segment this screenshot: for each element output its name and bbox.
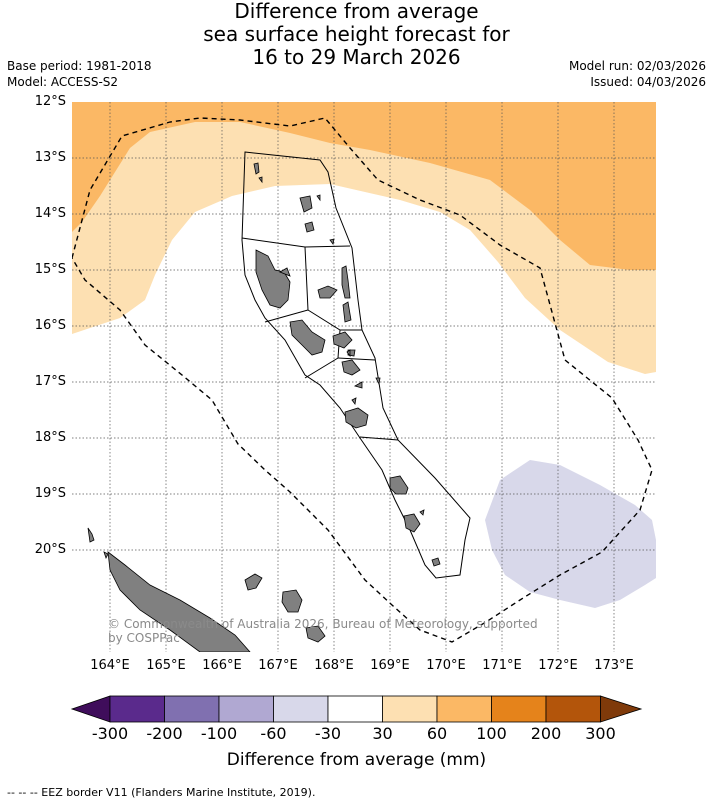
eez-footnote: -- -- -- EEZ border V11 (Flanders Marine…: [7, 786, 316, 799]
lat-label: 20°S: [34, 542, 66, 557]
colorbar-segment: [327, 695, 383, 723]
title-line-2: sea surface height forecast for: [203, 22, 510, 46]
colorbar-tick-label: 300: [585, 724, 616, 743]
colorbar-segment: [109, 695, 165, 723]
lat-label: 18°S: [34, 430, 66, 445]
meta-left: Base period: 1981-2018 Model: ACCESS-S2: [7, 58, 152, 90]
colorbar-segment: [491, 695, 547, 723]
colorbar-tick-label: -100: [200, 724, 238, 743]
colorbar-tick-label: 100: [476, 724, 507, 743]
colorbar-tick-label: 30: [372, 724, 393, 743]
lat-label: 19°S: [34, 486, 66, 501]
province-boundaries: [241, 151, 471, 579]
lon-label: 165°E: [146, 658, 186, 673]
copyright-notice: © Commonwealth of Australia 2026, Bureau…: [108, 617, 538, 645]
lon-label: 170°E: [426, 658, 466, 673]
lon-label: 171°E: [482, 658, 522, 673]
lat-label: 15°S: [34, 262, 66, 277]
lon-label: 172°E: [538, 658, 578, 673]
malekula: [289, 319, 326, 356]
lat-label: 14°S: [34, 206, 66, 221]
colorbar-segment: [545, 695, 601, 723]
colorbar-segment: [164, 695, 220, 723]
colorbar-title: Difference from average (mm): [226, 750, 487, 770]
map-title: Difference from average sea surface heig…: [0, 0, 713, 69]
model-run: Model run: 02/03/2026: [568, 59, 706, 73]
base-period: Base period: 1981-2018: [7, 59, 152, 73]
colorbar-tick-label: -30: [314, 724, 342, 743]
land-masses: [87, 162, 441, 652]
lat-label: 17°S: [34, 374, 66, 389]
anomaly-neg-30-60-region: [485, 460, 656, 608]
efate: [344, 407, 369, 429]
lon-label: 166°E: [202, 658, 242, 673]
lat-label: 13°S: [34, 150, 66, 165]
new-caledonia: [107, 551, 251, 652]
lon-label: 164°E: [90, 658, 130, 673]
colorbar-tick-label: -300: [91, 724, 129, 743]
colorbar-high-extend: [600, 695, 643, 723]
model-name: Model: ACCESS-S2: [7, 75, 119, 89]
lon-label: 168°E: [314, 658, 354, 673]
colorbar-segment: [218, 695, 274, 723]
eez-border: [72, 117, 653, 643]
colorbar-tick-label: 200: [530, 724, 562, 743]
erromango: [389, 475, 409, 495]
meta-right: Model run: 02/03/2026 Issued: 04/03/2026: [569, 58, 706, 90]
colorbar-tick-label: -200: [146, 724, 183, 743]
colorbar-segment: [436, 695, 492, 723]
espiritu-santo: [255, 249, 291, 309]
issued-date: Issued: 04/03/2026: [590, 75, 706, 89]
colorbar-tick-label: 60: [426, 724, 448, 743]
tanna: [403, 513, 421, 533]
grid-lines: [72, 102, 656, 652]
lat-label: 16°S: [34, 318, 66, 333]
lat-label: 12°S: [34, 94, 66, 109]
title-line-3: 16 to 29 March 2026: [252, 45, 461, 69]
colorbar-tick-label: -60: [260, 724, 287, 743]
anomaly-60-100-region: [72, 102, 656, 270]
colorbar-low-extend: [70, 695, 111, 723]
lon-label: 173°E: [594, 658, 634, 673]
colorbar: [70, 695, 643, 723]
colorbar-segment: [382, 695, 438, 723]
title-line-1: Difference from average: [234, 0, 479, 23]
lon-label: 167°E: [258, 658, 298, 673]
lon-label: 169°E: [370, 658, 410, 673]
colorbar-segment: [273, 695, 329, 723]
